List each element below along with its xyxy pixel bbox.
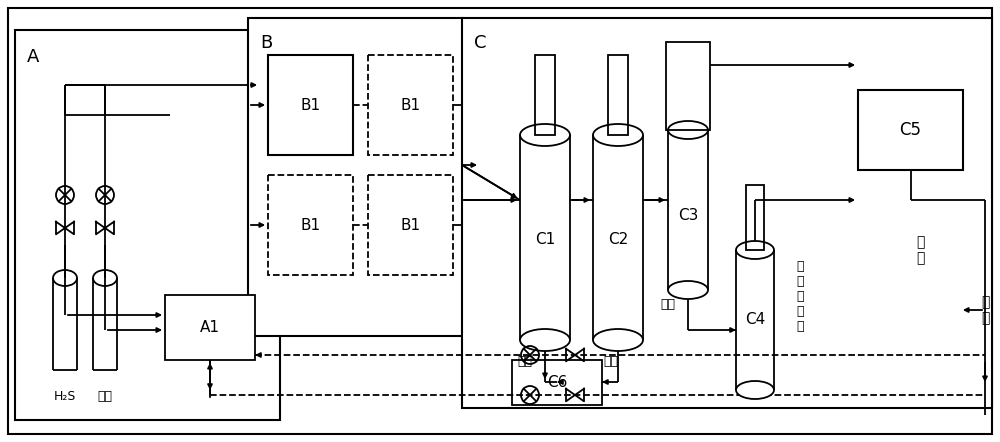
Text: A: A — [27, 48, 39, 66]
Text: C2: C2 — [608, 232, 628, 248]
Bar — [462, 18, 992, 408]
Bar — [512, 360, 602, 405]
Text: C4: C4 — [745, 312, 765, 328]
Bar — [368, 55, 453, 155]
Ellipse shape — [520, 329, 570, 351]
Bar — [368, 175, 453, 275]
Bar — [165, 295, 255, 360]
Ellipse shape — [668, 281, 708, 299]
Text: 固硫: 固硫 — [603, 355, 618, 368]
Text: C3: C3 — [678, 207, 698, 222]
Text: B1: B1 — [300, 98, 321, 113]
Bar — [268, 55, 353, 155]
Bar — [858, 90, 963, 170]
Text: A1: A1 — [200, 320, 220, 335]
Text: B1: B1 — [300, 217, 321, 232]
Bar — [535, 55, 555, 135]
Ellipse shape — [736, 381, 774, 399]
Text: H₂S: H₂S — [54, 390, 76, 403]
Bar — [248, 18, 463, 336]
Text: 氢
气: 氢 气 — [981, 295, 989, 325]
Bar — [666, 42, 710, 130]
Bar — [746, 185, 764, 250]
Text: 胺液: 胺液 — [660, 298, 675, 311]
Text: C1: C1 — [535, 232, 555, 248]
Bar — [15, 30, 280, 420]
Text: 液硫: 液硫 — [517, 355, 532, 368]
Text: 载气: 载气 — [98, 390, 112, 403]
Text: B: B — [260, 34, 272, 52]
Text: C6: C6 — [547, 375, 567, 390]
Text: C5: C5 — [900, 121, 922, 139]
Text: C: C — [474, 34, 486, 52]
Text: 解
吸
硫
化
氢: 解 吸 硫 化 氢 — [796, 260, 804, 333]
Bar — [608, 55, 628, 135]
Ellipse shape — [593, 329, 643, 351]
Bar — [268, 175, 353, 275]
Text: 载
气: 载 气 — [916, 235, 924, 265]
Text: B1: B1 — [400, 98, 421, 113]
Text: B1: B1 — [400, 217, 421, 232]
